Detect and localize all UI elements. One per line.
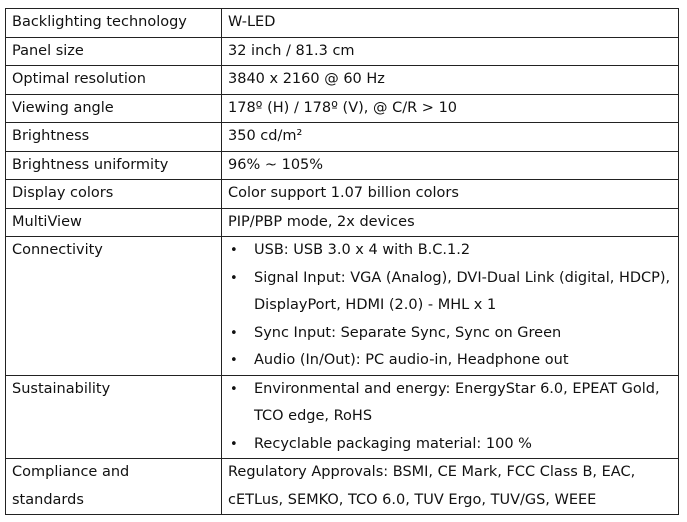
spec-label: Optimal resolution bbox=[5, 65, 222, 95]
list-item-text: USB: USB 3.0 x 4 with B.C.1.2 bbox=[254, 242, 471, 258]
spec-row-resolution: Optimal resolution 3840 x 2160 @ 60 Hz bbox=[5, 65, 679, 95]
bullet-icon: • bbox=[230, 243, 238, 258]
list-item: • USB: USB 3.0 x 4 with B.C.1.2 bbox=[228, 237, 678, 265]
bullet-icon: • bbox=[230, 270, 238, 286]
spec-label: Backlighting technology bbox=[5, 8, 222, 38]
list-item: • Signal Input: VGA (Analog), DVI-Dual Li… bbox=[228, 265, 678, 320]
list-item: • Audio (In/Out): PC audio-in, Headphone … bbox=[228, 347, 678, 375]
spec-label: Viewing angle bbox=[5, 93, 222, 123]
bullet-list: • Environmental and energy: EnergyStar 6.… bbox=[228, 376, 678, 459]
list-item: • Recyclable packaging material: 100 % bbox=[228, 431, 678, 459]
list-item-text: Audio (In/Out): PC audio-in, Headphone o… bbox=[254, 352, 569, 368]
list-item-text: Recyclable packaging material: 100 % bbox=[254, 435, 532, 452]
spec-value: • USB: USB 3.0 x 4 with B.C.1.2 • Signal I… bbox=[221, 236, 679, 376]
spec-value: 32 inch / 81.3 cm bbox=[221, 36, 679, 66]
spec-value: W-LED bbox=[221, 8, 679, 38]
spec-label: Connectivity bbox=[5, 236, 222, 376]
list-item-text: Signal Input: VGA (Analog), DVI-Dual Lin… bbox=[254, 269, 671, 314]
spec-label: Compliance and standards bbox=[5, 458, 222, 515]
spec-row-brightness: Brightness 350 cd/m² bbox=[5, 122, 679, 152]
spec-value: 96% ~ 105% bbox=[221, 150, 679, 180]
list-item: • Environmental and energy: EnergyStar 6.… bbox=[228, 376, 678, 431]
spec-row-brightness-uniformity: Brightness uniformity 96% ~ 105% bbox=[5, 150, 679, 180]
list-item-text: Environmental and energy: EnergyStar 6.0… bbox=[254, 380, 660, 425]
bullet-icon: • bbox=[230, 353, 238, 368]
list-item: • Sync Input: Separate Sync, Sync on Gree… bbox=[228, 320, 678, 348]
spec-row-multiview: MultiView PIP/PBP mode, 2x devices bbox=[5, 207, 679, 237]
bullet-icon: • bbox=[230, 325, 238, 341]
spec-value: 350 cd/m² bbox=[221, 122, 679, 152]
spec-row-sustainability: Sustainability • Environmental and energy… bbox=[5, 374, 679, 459]
spec-value: 3840 x 2160 @ 60 Hz bbox=[221, 65, 679, 95]
spec-label: Display colors bbox=[5, 179, 222, 209]
bullet-icon: • bbox=[230, 381, 238, 397]
spec-row-backlighting: Backlighting technology W-LED bbox=[5, 8, 679, 38]
spec-row-display-colors: Display colors Color support 1.07 billio… bbox=[5, 179, 679, 209]
list-item-text: Sync Input: Separate Sync, Sync on Green bbox=[254, 324, 562, 341]
spec-label: Brightness bbox=[5, 122, 222, 152]
spec-row-compliance: Compliance and standards Regulatory Appr… bbox=[5, 458, 679, 515]
spec-row-panel-size: Panel size 32 inch / 81.3 cm bbox=[5, 36, 679, 66]
spec-row-viewing-angle: Viewing angle 178º (H) / 178º (V), @ C/R… bbox=[5, 93, 679, 123]
spec-value: PIP/PBP mode, 2x devices bbox=[221, 207, 679, 237]
spec-label: Sustainability bbox=[5, 374, 222, 459]
spec-value: • Environmental and energy: EnergyStar 6.… bbox=[221, 374, 679, 459]
spec-row-connectivity: Connectivity • USB: USB 3.0 x 4 with B.C.… bbox=[5, 236, 679, 376]
spec-label: MultiView bbox=[5, 207, 222, 237]
spec-value: Color support 1.07 billion colors bbox=[221, 179, 679, 209]
bullet-list: • USB: USB 3.0 x 4 with B.C.1.2 • Signal I… bbox=[228, 237, 678, 375]
bullet-icon: • bbox=[230, 436, 238, 452]
spec-value: 178º (H) / 178º (V), @ C/R > 10 bbox=[221, 93, 679, 123]
spec-value: Regulatory Approvals: BSMI, CE Mark, FCC… bbox=[221, 458, 679, 515]
spec-table: Backlighting technology W-LED Panel size… bbox=[5, 8, 679, 515]
spec-label: Panel size bbox=[5, 36, 222, 66]
spec-label: Brightness uniformity bbox=[5, 150, 222, 180]
